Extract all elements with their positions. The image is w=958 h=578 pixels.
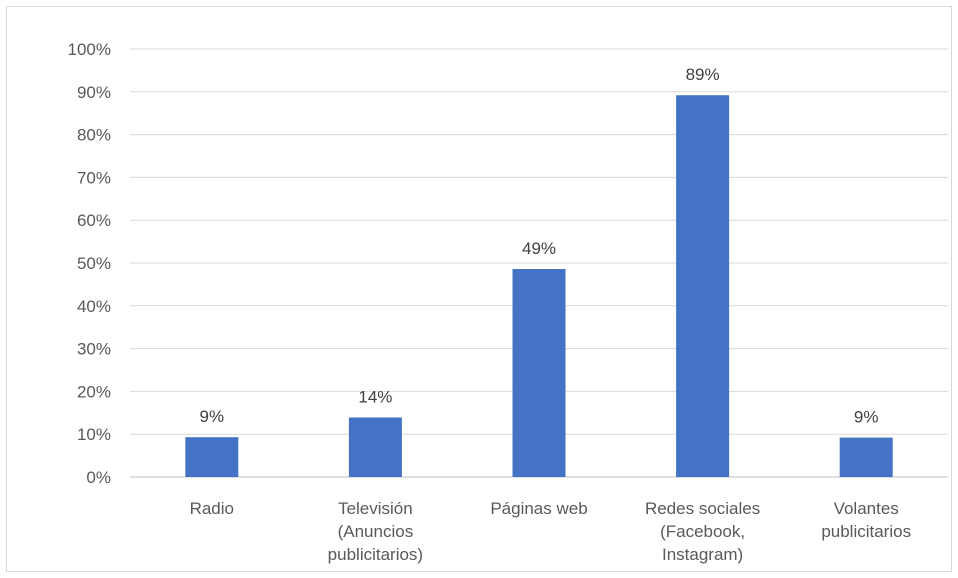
y-tick-label: 10% — [77, 425, 111, 444]
bars — [185, 95, 893, 477]
category-label-line: Instagram) — [662, 545, 743, 564]
category-label-line: Redes sociales — [645, 499, 760, 518]
category-label: Radio — [190, 499, 234, 518]
x-axis-categories: Radio Televisión (Anuncios publicitarios) Pá… — [190, 499, 911, 564]
category-label-line: Radio — [190, 499, 234, 518]
category-label: Redes sociales (Facebook, Instagram) — [645, 499, 760, 564]
bar — [839, 437, 893, 477]
y-tick-label: 80% — [77, 126, 111, 145]
y-axis-ticks: 0% 10% 20% 30% 40% 50% 60% 70% 80% 90% 100% — [68, 40, 111, 487]
category-label-line: publicitarios) — [328, 545, 423, 564]
data-labels: 9% 14% 49% 89% 9% — [200, 65, 879, 426]
y-tick-label: 0% — [86, 468, 111, 487]
bar — [512, 268, 566, 477]
category-label-line: Volantes — [834, 499, 899, 518]
category-label-line: Televisión — [338, 499, 413, 518]
category-label-line: publicitarios — [821, 522, 911, 541]
bar — [185, 437, 239, 477]
data-label: 49% — [522, 239, 556, 258]
y-tick-label: 100% — [68, 40, 111, 59]
category-label: Páginas web — [490, 499, 587, 518]
category-label-line: (Facebook, — [660, 522, 745, 541]
y-tick-label: 70% — [77, 168, 111, 187]
y-tick-label: 20% — [77, 382, 111, 401]
category-label: Televisión (Anuncios publicitarios) — [328, 499, 423, 564]
category-label-line: Páginas web — [490, 499, 587, 518]
data-label: 9% — [200, 407, 225, 426]
y-tick-label: 30% — [77, 340, 111, 359]
data-label: 9% — [854, 408, 879, 427]
gridlines — [130, 48, 948, 478]
chart-frame — [6, 6, 952, 572]
category-label: Volantes publicitarios — [821, 499, 911, 541]
category-label-line: (Anuncios — [338, 522, 414, 541]
data-label: 14% — [358, 388, 392, 407]
bar — [348, 417, 402, 477]
y-tick-label: 50% — [77, 254, 111, 273]
y-tick-label: 90% — [77, 83, 111, 102]
y-tick-label: 40% — [77, 297, 111, 316]
data-label: 89% — [686, 65, 720, 84]
bar — [676, 95, 730, 477]
y-tick-label: 60% — [77, 211, 111, 230]
